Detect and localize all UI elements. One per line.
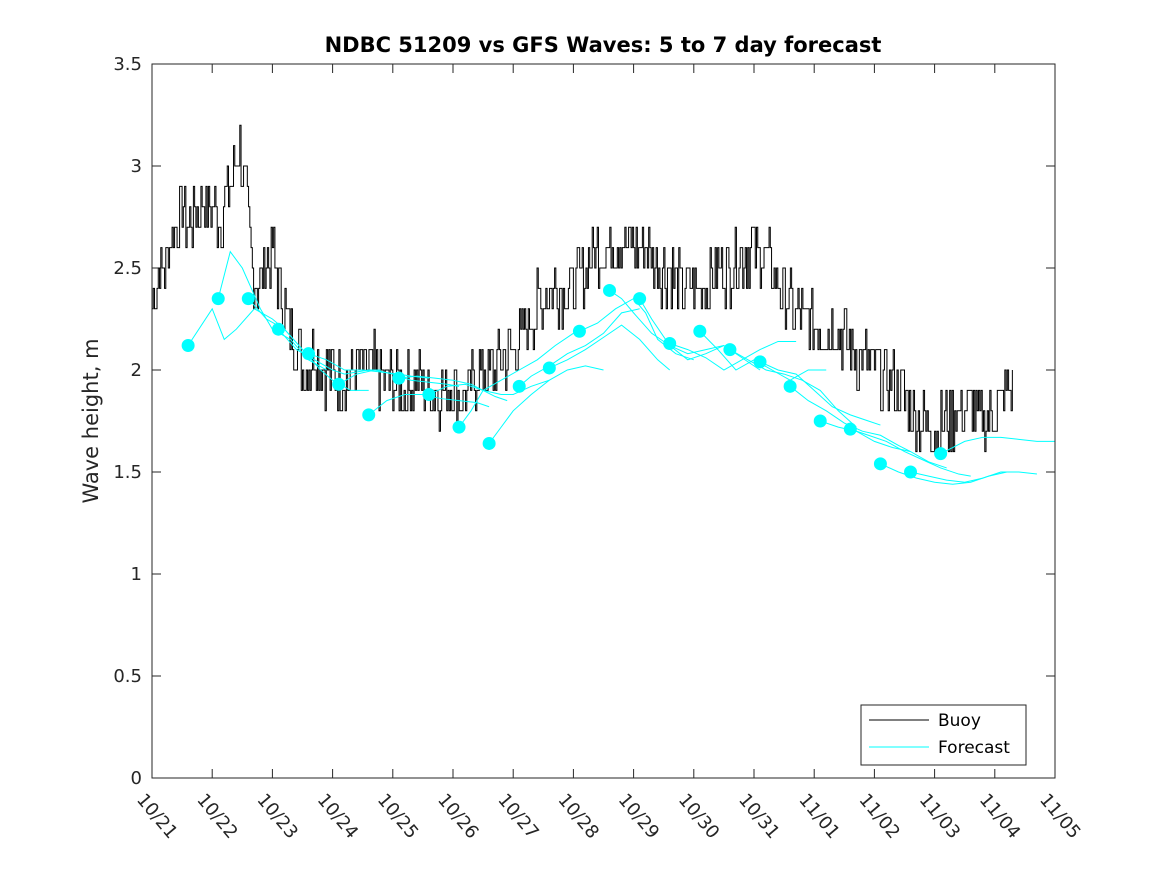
forecast-series-line	[488, 365, 604, 444]
forecast-start-point	[572, 324, 586, 338]
forecast-series-line	[428, 379, 550, 395]
forecast-series-line	[850, 428, 971, 477]
forecast-series-line	[759, 361, 881, 426]
legend-box	[860, 704, 1027, 766]
y-tick-label: 3.5	[113, 54, 142, 75]
legend-buoy-label: Buoy	[938, 711, 981, 731]
forecast-start-point	[482, 436, 496, 450]
forecast-series-line	[518, 308, 640, 387]
forecast-start-point	[663, 336, 677, 350]
forecast-start-point	[904, 465, 918, 479]
forecast-start-point	[362, 408, 376, 422]
forecast-series-line	[729, 349, 857, 428]
y-tick-label: 1.5	[113, 462, 142, 483]
y-tick-label: 2	[131, 360, 142, 381]
forecast-start-point	[723, 343, 737, 357]
forecast-start-point	[422, 387, 436, 401]
forecast-series-line	[820, 420, 947, 469]
forecast-start-point	[332, 377, 346, 391]
forecast-start-point	[181, 339, 195, 353]
y-tick-label: 3	[131, 156, 142, 177]
legend-forecast-label: Forecast	[938, 738, 1010, 758]
forecast-start-point	[633, 292, 647, 306]
forecast-start-point	[452, 420, 466, 434]
forecast-start-point	[783, 379, 797, 393]
forecast-start-point	[843, 422, 857, 436]
legend: Buoy Forecast	[860, 704, 1027, 766]
forecast-series-line	[549, 324, 671, 371]
forecast-start-point	[603, 283, 617, 297]
buoy-series-line	[152, 124, 1013, 453]
forecast-series-line	[910, 471, 1037, 483]
forecast-start-point	[753, 355, 767, 369]
forecast-series-line	[398, 375, 508, 402]
forecast-start-point	[271, 322, 285, 336]
y-axis-label: Wave height, m	[79, 338, 103, 503]
y-tick-label: 2.5	[113, 258, 142, 279]
forecast-start-point	[211, 292, 225, 306]
forecast-start-point	[302, 347, 316, 361]
forecast-series-line	[940, 436, 1055, 455]
chart-title: NDBC 51209 vs GFS Waves: 5 to 7 day fore…	[325, 33, 882, 57]
forecast-series-line	[669, 340, 797, 371]
y-tick-label: 1	[131, 564, 142, 585]
forecast-start-point	[241, 292, 255, 306]
forecast-start-point	[873, 457, 887, 471]
forecast-start-point	[813, 414, 827, 428]
forecast-start-point	[392, 371, 406, 385]
forecast-start-point	[542, 361, 556, 375]
y-tick-label: 0.5	[113, 666, 142, 687]
forecast-series-line	[639, 298, 761, 371]
forecast-start-point	[934, 447, 948, 461]
forecast-series-line	[458, 332, 574, 428]
forecast-series-line	[609, 290, 725, 355]
forecast-series-line	[579, 297, 694, 361]
plot-area-frame	[151, 63, 1056, 779]
y-tick-label: 0	[131, 768, 142, 789]
forecast-start-point	[693, 324, 707, 338]
forecast-start-point	[512, 379, 526, 393]
forecast-series-line	[247, 298, 369, 391]
